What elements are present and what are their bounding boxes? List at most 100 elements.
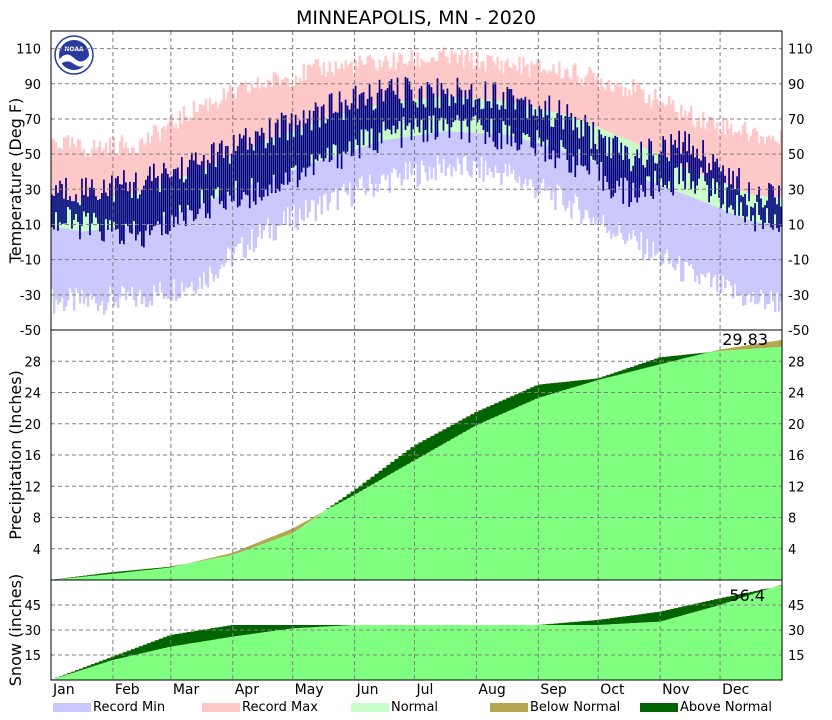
record-min-bar (168, 214, 172, 299)
record-min-bar (766, 223, 769, 304)
record-min-bar (210, 199, 214, 274)
snow-above-normal-bar (242, 625, 248, 635)
record-min-bar (748, 220, 751, 295)
record-min-bar (716, 207, 719, 292)
precip-above-normal-bar (630, 366, 635, 372)
record-min-bar (688, 195, 691, 266)
record-min-bar (462, 132, 465, 158)
record-min-bar (640, 177, 643, 233)
precip-above-normal-bar (458, 420, 463, 435)
record-min-bar (722, 209, 725, 276)
record-min-bar (512, 136, 515, 170)
precip-above-normal-bar (338, 499, 343, 503)
precip-tick-label: 28 (24, 355, 41, 370)
record-min-bar (664, 186, 667, 254)
normal-bar (644, 147, 647, 180)
record-min-bar (526, 140, 529, 187)
legend-label: Record Max (242, 700, 318, 715)
record-min-bar (422, 134, 425, 166)
record-min-bar (582, 157, 585, 219)
precip-above-normal-bar (370, 476, 375, 485)
month-label: Aug (478, 682, 505, 698)
record-min-bar (78, 231, 82, 304)
record-min-bar (396, 138, 399, 178)
record-min-bar (100, 229, 104, 301)
record-min-bar (556, 149, 559, 185)
record-min-bar (428, 133, 431, 168)
precip-above-normal-bar (566, 381, 571, 389)
precip-above-normal-bar (450, 425, 455, 439)
record-min-bar (188, 207, 192, 287)
snow-above-normal-bar (186, 632, 192, 644)
snow-above-normal-bar (658, 611, 663, 622)
record-min-bar (572, 154, 575, 204)
record-min-bar (480, 133, 483, 157)
precip-above-normal-bar (682, 354, 687, 359)
precip-above-normal-bar (570, 381, 575, 388)
snow-above-normal-bar (738, 594, 743, 599)
record-min-bar (626, 172, 629, 242)
record-min-bar (64, 228, 68, 307)
record-min-bar (728, 212, 731, 282)
record-min-bar (680, 192, 683, 282)
record-min-bar (610, 167, 613, 239)
precip-above-normal-bar (126, 570, 132, 572)
record-min-bar (62, 228, 66, 311)
temp-tick-label: 50 (24, 148, 41, 163)
record-min-bar (736, 215, 739, 296)
precip-above-normal-bar (350, 491, 355, 496)
snow-above-normal-bar (206, 628, 212, 641)
record-min-bar (180, 210, 184, 283)
snow-above-normal-bar (622, 616, 627, 624)
record-min-bar (678, 192, 681, 257)
record-min-bar (566, 152, 569, 208)
record-min-bar (562, 150, 565, 205)
temp-tick-label: 10 (788, 218, 805, 233)
record-min-bar (68, 229, 72, 289)
record-min-bar (328, 157, 331, 203)
record-min-bar (584, 158, 587, 210)
record-min-bar (340, 153, 343, 188)
snow-above-normal-bar (710, 600, 715, 608)
snow-above-normal-bar (330, 625, 335, 627)
record-min-bar (270, 177, 273, 225)
precip-above-normal-bar (138, 569, 144, 571)
temp-tick-label: 70 (24, 113, 41, 128)
precip-above-normal-bar (662, 356, 667, 364)
record-min-bar (238, 189, 242, 244)
record-min-bar (440, 131, 443, 173)
precip-total-label: 29.83 (722, 330, 768, 349)
temp-tick-label: 70 (788, 113, 805, 128)
record-min-bar (282, 173, 285, 212)
temp-axis-label: Temperature (Deg F) (6, 98, 25, 265)
record-min-bar (200, 203, 204, 289)
record-min-bar (112, 227, 116, 306)
snow-above-normal-bar (166, 635, 172, 648)
precip-tick-label: 12 (24, 480, 41, 495)
precip-above-normal-bar (486, 406, 491, 420)
record-min-bar (212, 198, 216, 282)
record-min-bar (150, 220, 154, 306)
record-min-bar (260, 180, 264, 239)
normal-bar (632, 142, 635, 175)
record-min-bar (454, 131, 457, 172)
snow-above-normal-bar (322, 625, 327, 627)
record-min-bar (182, 209, 186, 292)
record-min-bar (138, 224, 142, 291)
legend-swatch (490, 703, 528, 712)
precip-above-normal-bar (394, 459, 399, 471)
precip-above-normal-bar (462, 418, 467, 433)
record-min-bar (720, 208, 723, 293)
legend-label: Normal (391, 700, 438, 715)
snow-above-normal-bar (334, 625, 339, 626)
record-min-bar (554, 148, 557, 210)
precip-above-normal-bar (330, 505, 335, 507)
snow-above-normal-bar (686, 605, 691, 614)
snow-above-normal-bar (758, 590, 763, 592)
precip-above-normal-bar (83, 575, 88, 577)
record-min-bar (248, 185, 252, 250)
precip-above-normal-bar (550, 383, 555, 394)
record-min-bar (304, 165, 307, 200)
snow-normal-area (51, 585, 782, 680)
record-min-bar (184, 208, 188, 288)
